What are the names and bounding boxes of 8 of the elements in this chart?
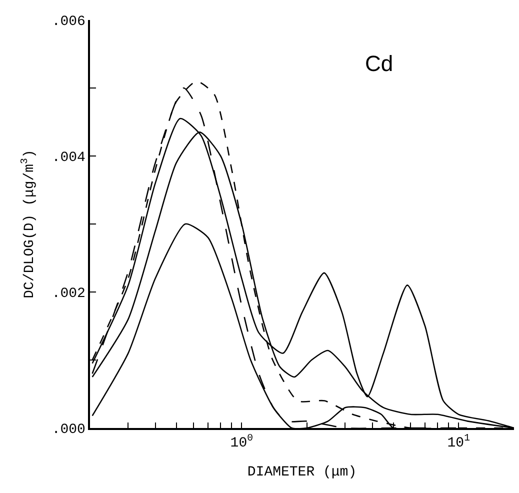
annotation: Cd — [365, 51, 394, 76]
y-tick-label: .004 — [52, 150, 86, 166]
x-tick-label: 10$^{0}$ — [230, 432, 254, 452]
x-axis-title: DIAMETER (μm) — [247, 464, 357, 480]
y-tick-label: .006 — [52, 14, 86, 30]
y-tick-label: .002 — [52, 286, 86, 302]
x-tick-label: 10$^{1}$ — [447, 432, 470, 452]
y-tick-label: .000 — [52, 422, 86, 438]
